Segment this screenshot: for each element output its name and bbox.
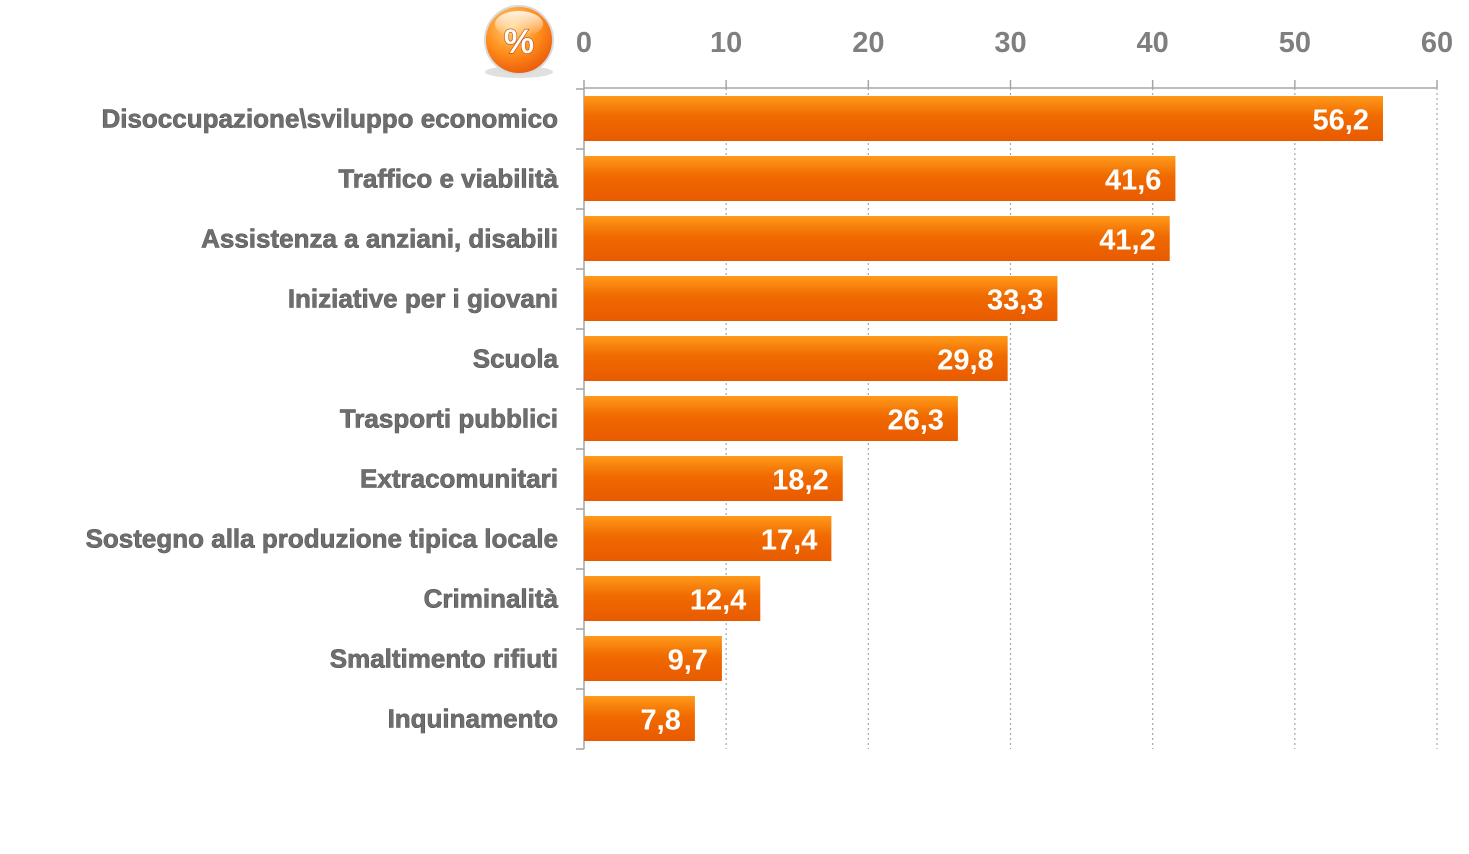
data-label: 12,4 bbox=[690, 585, 746, 617]
x-tick-label: 0 bbox=[576, 27, 592, 59]
bar bbox=[584, 336, 1008, 381]
bar bbox=[584, 456, 843, 501]
data-label: 41,6 bbox=[1105, 165, 1161, 197]
value-labels: 56,2 41,6 41,2 33,3 29,8 26,3 18,2 17,4 12,4 9,7 7… bbox=[641, 105, 1369, 737]
category-labels: Disoccupazione\sviluppo economico Traffic… bbox=[85, 103, 559, 734]
data-label: 18,2 bbox=[772, 465, 828, 497]
bar bbox=[584, 156, 1176, 201]
data-label: 29,8 bbox=[937, 345, 993, 377]
category-label: Iniziative per i giovani bbox=[288, 284, 558, 314]
x-tick-label: 10 bbox=[710, 27, 742, 59]
data-label: 7,8 bbox=[641, 705, 681, 737]
x-tick-label: 50 bbox=[1279, 27, 1311, 59]
data-label: 26,3 bbox=[887, 405, 943, 437]
bar bbox=[584, 396, 958, 441]
category-label: Disoccupazione\sviluppo economico bbox=[101, 104, 558, 134]
data-label: 41,2 bbox=[1099, 225, 1155, 257]
percent-symbol: % bbox=[504, 23, 534, 61]
x-tick-label: 30 bbox=[994, 27, 1026, 59]
category-label: Assistenza a anziani, disabili bbox=[201, 224, 558, 254]
bar bbox=[584, 216, 1170, 261]
category-label: Inquinamento bbox=[388, 704, 558, 734]
data-label: 33,3 bbox=[987, 285, 1043, 317]
category-label: Smaltimento rifiuti bbox=[330, 644, 558, 674]
bars bbox=[584, 96, 1383, 741]
data-label: 56,2 bbox=[1313, 105, 1369, 137]
category-label: Trasporti pubblici bbox=[340, 404, 558, 434]
category-label: Traffico e viabilità bbox=[338, 164, 558, 194]
x-tick-label: 40 bbox=[1137, 27, 1169, 59]
category-label: Scuola bbox=[473, 344, 559, 374]
bar bbox=[584, 96, 1383, 141]
bar bbox=[584, 696, 695, 741]
bar bbox=[584, 276, 1058, 321]
x-tick-label: 20 bbox=[852, 27, 884, 59]
bar bbox=[584, 516, 832, 561]
x-axis-ticks: 0 10 20 30 40 50 60 bbox=[576, 27, 1453, 59]
percent-badge-icon: % bbox=[484, 5, 554, 78]
x-tick-label: 60 bbox=[1421, 27, 1453, 59]
category-label: Criminalità bbox=[424, 584, 559, 614]
bar bbox=[584, 576, 761, 621]
category-label: Sostegno alla produzione tipica locale bbox=[86, 524, 558, 554]
data-label: 17,4 bbox=[761, 525, 817, 557]
bar bbox=[584, 636, 722, 681]
data-label: 9,7 bbox=[668, 645, 708, 677]
category-label: Extracomunitari bbox=[360, 464, 558, 494]
